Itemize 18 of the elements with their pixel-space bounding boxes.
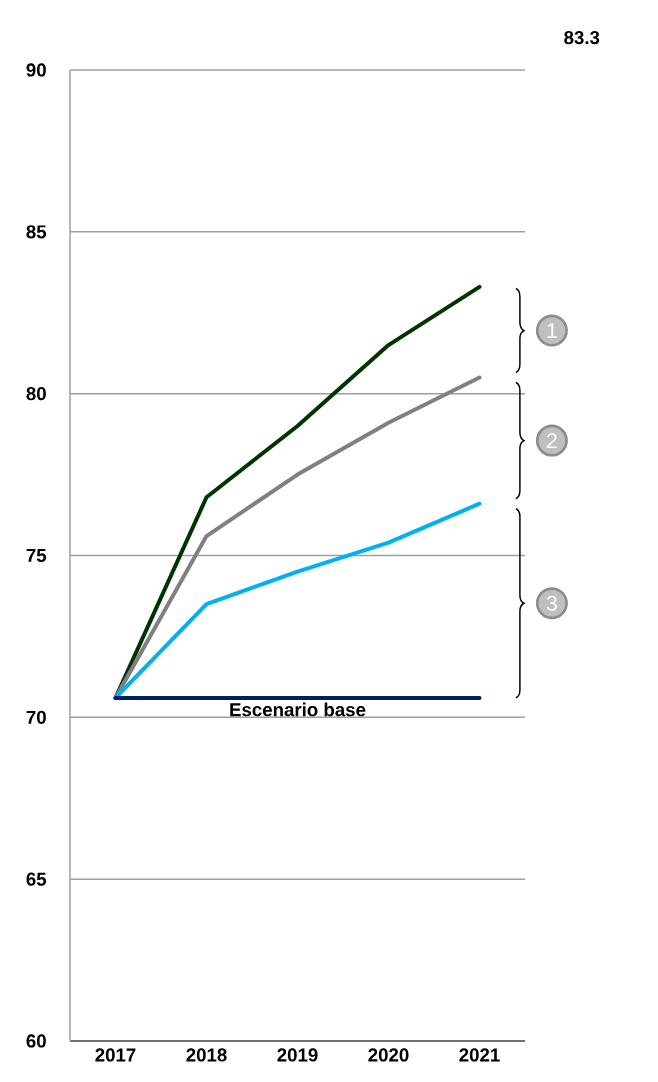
- x-tick-label: 2020: [368, 1048, 409, 1062]
- text: 83.3: [564, 31, 600, 45]
- x-tick-label: 2018: [186, 1048, 227, 1062]
- series-label: Escenario base: [230, 702, 366, 717]
- x-tick-label: 2019: [277, 1048, 318, 1062]
- text: 1: [547, 323, 557, 338]
- y-tick-label: 80: [26, 387, 46, 401]
- text: 3: [546, 595, 557, 611]
- y-tick-label: 70: [26, 710, 46, 724]
- y-tick-label: 60: [26, 1034, 46, 1048]
- y-tick-label: 65: [26, 872, 47, 886]
- x-tick-label: 2021: [459, 1048, 500, 1062]
- line-series: [113, 501, 482, 700]
- x-tick-label: 2017: [95, 1048, 136, 1062]
- y-tick-label: 85: [26, 225, 47, 239]
- text: 2: [547, 433, 557, 449]
- y-tick-label: 75: [26, 548, 47, 563]
- y-tick-label: 90: [26, 63, 46, 77]
